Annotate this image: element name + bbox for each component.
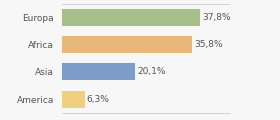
Bar [62,9,200,26]
Bar [62,91,85,108]
Text: 20,1%: 20,1% [137,67,166,76]
Bar [62,63,135,80]
Bar [62,36,192,53]
Text: 37,8%: 37,8% [202,13,230,22]
Text: 35,8%: 35,8% [195,40,223,49]
Text: 6,3%: 6,3% [87,95,110,104]
